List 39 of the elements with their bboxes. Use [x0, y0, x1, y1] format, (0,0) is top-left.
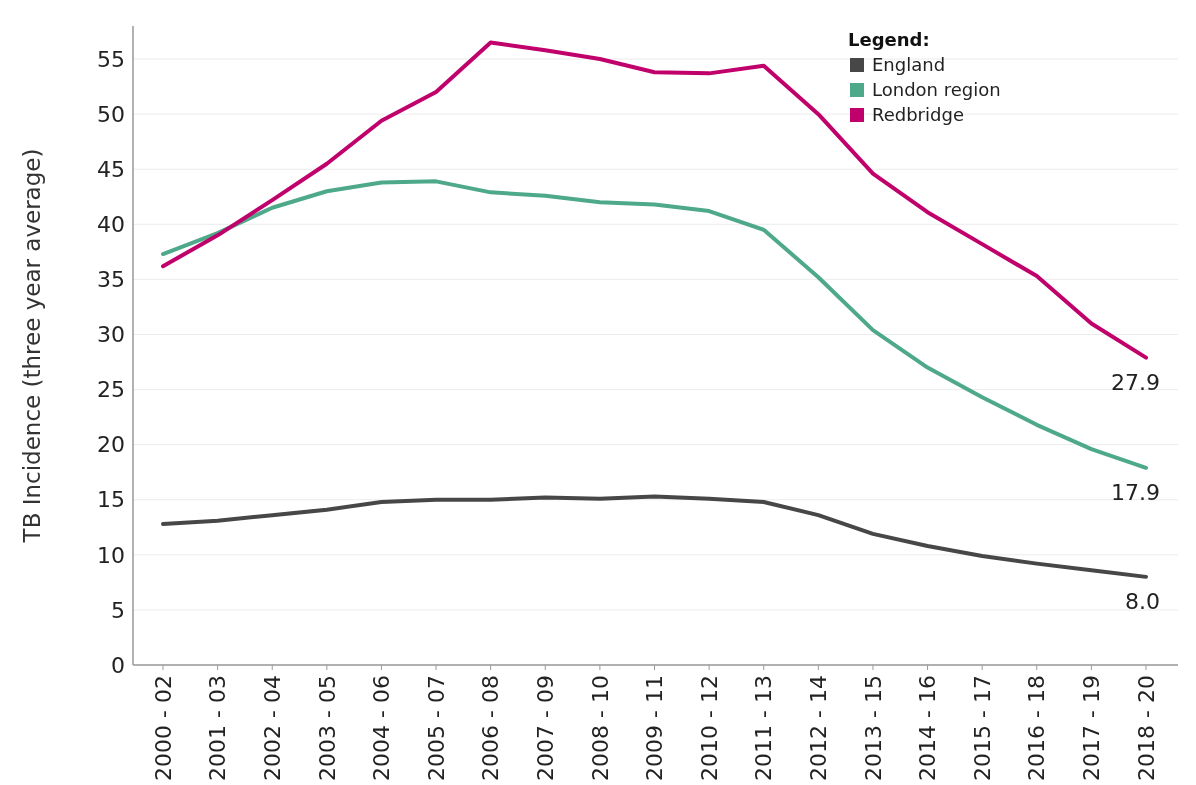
x-tick-label: 2000 - 02: [150, 675, 176, 781]
x-tick-label: 2018 - 20: [1133, 675, 1159, 781]
x-tick-label: 2009 - 11: [642, 675, 668, 781]
y-axis-title: TB Incidence (three year average): [19, 148, 45, 544]
x-tick-label: 2002 - 04: [259, 675, 285, 781]
y-tick-label: 40: [97, 212, 125, 238]
y-tick-label: 0: [111, 652, 125, 678]
x-tick-label: 2012 - 14: [806, 675, 832, 781]
y-tick-label: 10: [97, 542, 125, 568]
data-label: 8.0: [1125, 588, 1160, 614]
data-label: 17.9: [1111, 479, 1160, 505]
x-tick-label: 2013 - 15: [860, 675, 886, 781]
x-tick-label: 2014 - 16: [915, 675, 941, 781]
legend-label: Redbridge: [872, 104, 964, 126]
x-tick-label: 2015 - 17: [969, 675, 995, 781]
x-tick-label: 2006 - 08: [478, 675, 504, 781]
legend-label: London region: [872, 79, 1001, 101]
y-tick-label: 25: [97, 377, 125, 403]
y-tick-label: 15: [97, 487, 125, 513]
legend-label: England: [872, 54, 946, 76]
y-tick-label: 45: [97, 156, 125, 182]
y-tick-label: 20: [97, 432, 125, 458]
x-tick-label: 2016 - 18: [1024, 675, 1050, 781]
y-tick-label: 35: [97, 267, 125, 293]
x-tick-label: 2003 - 05: [314, 675, 340, 781]
y-tick-label: 5: [111, 597, 125, 623]
x-tick-label: 2005 - 07: [423, 675, 449, 781]
y-tick-label: 50: [97, 101, 125, 127]
x-tick-label: 2010 - 12: [696, 675, 722, 781]
data-label: 27.9: [1111, 369, 1160, 395]
x-tick-label: 2007 - 09: [532, 675, 558, 781]
x-tick-label: 2001 - 03: [205, 675, 231, 781]
x-tick-label: 2017 - 19: [1079, 675, 1105, 781]
x-tick-label: 2004 - 06: [369, 675, 395, 781]
y-tick-label: 30: [97, 322, 125, 348]
x-tick-label: 2008 - 10: [587, 675, 613, 781]
x-tick-label: 2011 - 13: [751, 675, 777, 781]
y-tick-label: 55: [97, 46, 125, 72]
legend-title: Legend:: [848, 29, 930, 50]
